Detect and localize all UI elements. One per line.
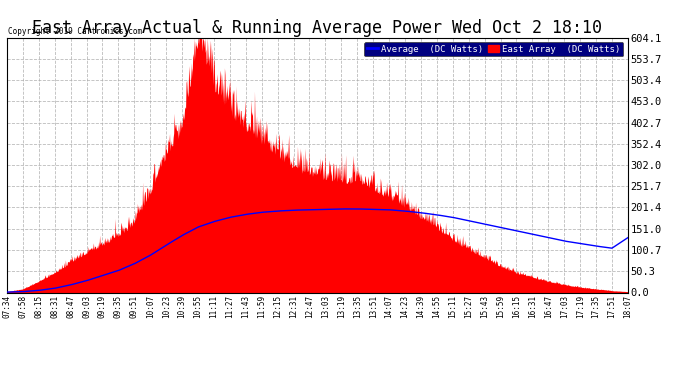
Legend: Average  (DC Watts), East Array  (DC Watts): Average (DC Watts), East Array (DC Watts… xyxy=(364,42,623,56)
Title: East Array Actual & Running Average Power Wed Oct 2 18:10: East Array Actual & Running Average Powe… xyxy=(32,20,602,38)
Text: Copyright 2019 Cartronics.com: Copyright 2019 Cartronics.com xyxy=(8,27,141,36)
